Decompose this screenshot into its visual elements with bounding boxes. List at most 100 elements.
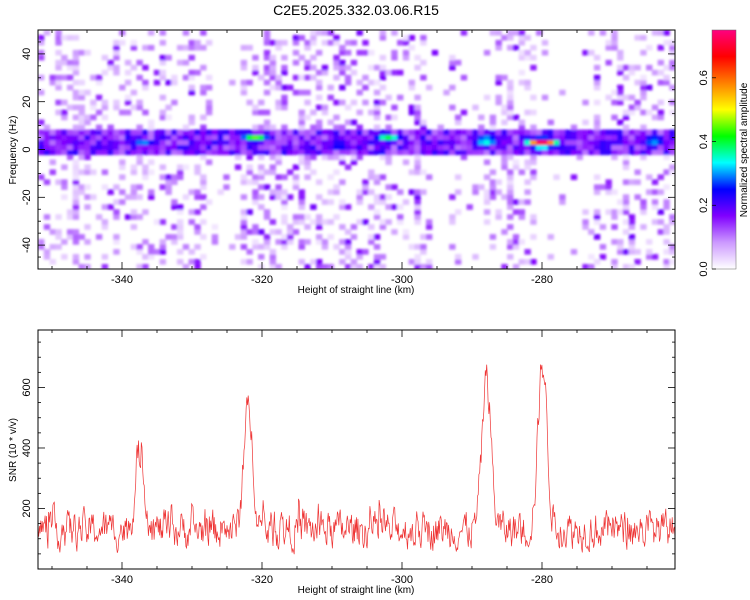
heatmap-cell: [321, 239, 329, 245]
heatmap-cell: [240, 129, 248, 136]
heatmap-cell: [634, 134, 641, 141]
heatmap-cell: [582, 149, 589, 156]
heatmap-cell: [269, 64, 277, 71]
heatmap-cell: [315, 49, 323, 56]
heatmap-cell: [640, 49, 647, 56]
heatmap-cell: [165, 234, 172, 240]
heatmap-cell: [84, 114, 91, 121]
heatmap-cell: [153, 144, 161, 151]
heatmap-cell: [651, 134, 659, 141]
heatmap-cell: [258, 129, 265, 136]
heatmap-cell: [524, 159, 531, 166]
heatmap-cell: [379, 134, 387, 141]
heatmap-cell: [362, 134, 369, 141]
heatmap-cell: [72, 169, 80, 175]
heatmap-cell: [124, 109, 132, 116]
heatmap-cell: [49, 259, 56, 265]
heatmap-cell: [657, 139, 665, 146]
heatmap-cell: [252, 174, 259, 180]
heatmap-cell: [356, 134, 363, 141]
heatmap-cell: [292, 129, 300, 136]
heatmap-cell: [263, 109, 271, 116]
heatmap-cell: [182, 124, 190, 131]
heatmap-cell: [142, 209, 149, 215]
heatmap-cell: [49, 149, 56, 156]
heatmap-cell: [605, 149, 612, 156]
heatmap-cell: [449, 104, 456, 111]
heatmap-cell: [483, 199, 491, 205]
heatmap-cell: [605, 189, 612, 195]
heatmap-cell: [524, 84, 531, 91]
heatmap-cell: [148, 169, 155, 175]
x-tick-label: -300: [391, 274, 413, 286]
heatmap-cell: [200, 134, 207, 141]
heatmap-cell: [460, 129, 468, 136]
heatmap-cell: [454, 209, 462, 215]
heatmap-cell: [84, 164, 91, 171]
heatmap-cell: [38, 239, 45, 245]
heatmap-cell: [362, 99, 369, 106]
heatmap-cell: [107, 59, 114, 66]
heatmap-cell: [113, 239, 120, 245]
heatmap-cell: [159, 139, 166, 146]
heatmap-cell: [634, 34, 641, 41]
heatmap-cell: [188, 219, 195, 225]
heatmap-cell: [431, 139, 439, 146]
heatmap-cell: [339, 154, 346, 161]
heatmap-cell: [292, 74, 300, 81]
heatmap-cell: [368, 64, 375, 71]
heatmap-cell: [72, 254, 80, 260]
heatmap-cell: [188, 89, 195, 96]
heatmap-cell: [617, 249, 624, 255]
heatmap-cell: [425, 174, 433, 180]
heatmap-cell: [518, 34, 526, 41]
heatmap-cell: [373, 259, 381, 265]
heatmap-cell: [72, 129, 80, 136]
heatmap-cell: [304, 214, 311, 220]
heatmap-cell: [200, 154, 207, 161]
heatmap-cell: [49, 139, 56, 146]
heatmap-cell: [263, 124, 271, 131]
heatmap-cell: [344, 229, 352, 235]
heatmap-cell: [425, 219, 433, 225]
heatmap-cell: [356, 149, 363, 156]
y-tick-label: 20: [21, 96, 33, 108]
heatmap-cell: [454, 174, 462, 180]
heatmap-cell: [55, 64, 62, 71]
heatmap-cell: [640, 154, 647, 161]
heatmap-cell: [622, 114, 630, 121]
heatmap-cell: [350, 119, 358, 126]
heatmap-cell: [622, 144, 630, 151]
heatmap-cell: [159, 39, 166, 46]
heatmap-cell: [298, 219, 305, 225]
heatmap-cell: [518, 209, 526, 215]
heatmap-cell: [136, 244, 143, 250]
heatmap-cell: [153, 249, 161, 255]
x-tick-label: -320: [251, 274, 273, 286]
heatmap-cell: [443, 134, 450, 141]
heatmap-cell: [38, 74, 45, 81]
heatmap-cell: [530, 134, 537, 141]
heatmap-cell: [408, 79, 416, 86]
heatmap-cell: [344, 239, 352, 245]
heatmap-cell: [460, 149, 468, 156]
heatmap-cell: [113, 199, 120, 205]
heatmap-cell: [188, 44, 195, 51]
heatmap-cell: [420, 59, 427, 66]
heatmap-cell: [321, 219, 329, 225]
heatmap-cell: [518, 54, 526, 61]
heatmap-cell: [507, 184, 514, 190]
heatmap-cell: [368, 189, 375, 195]
heatmap-cell: [524, 109, 531, 116]
heatmap-cell: [414, 119, 421, 126]
heatmap-cell: [663, 149, 670, 156]
heatmap-cell: [246, 249, 253, 255]
heatmap-cell: [234, 164, 242, 171]
heatmap-cell: [159, 129, 166, 136]
heatmap-cell: [101, 129, 109, 136]
heatmap-cell: [333, 129, 340, 136]
heatmap-cell: [628, 144, 636, 151]
heatmap-cell: [425, 84, 433, 91]
heatmap-cell: [593, 139, 601, 146]
